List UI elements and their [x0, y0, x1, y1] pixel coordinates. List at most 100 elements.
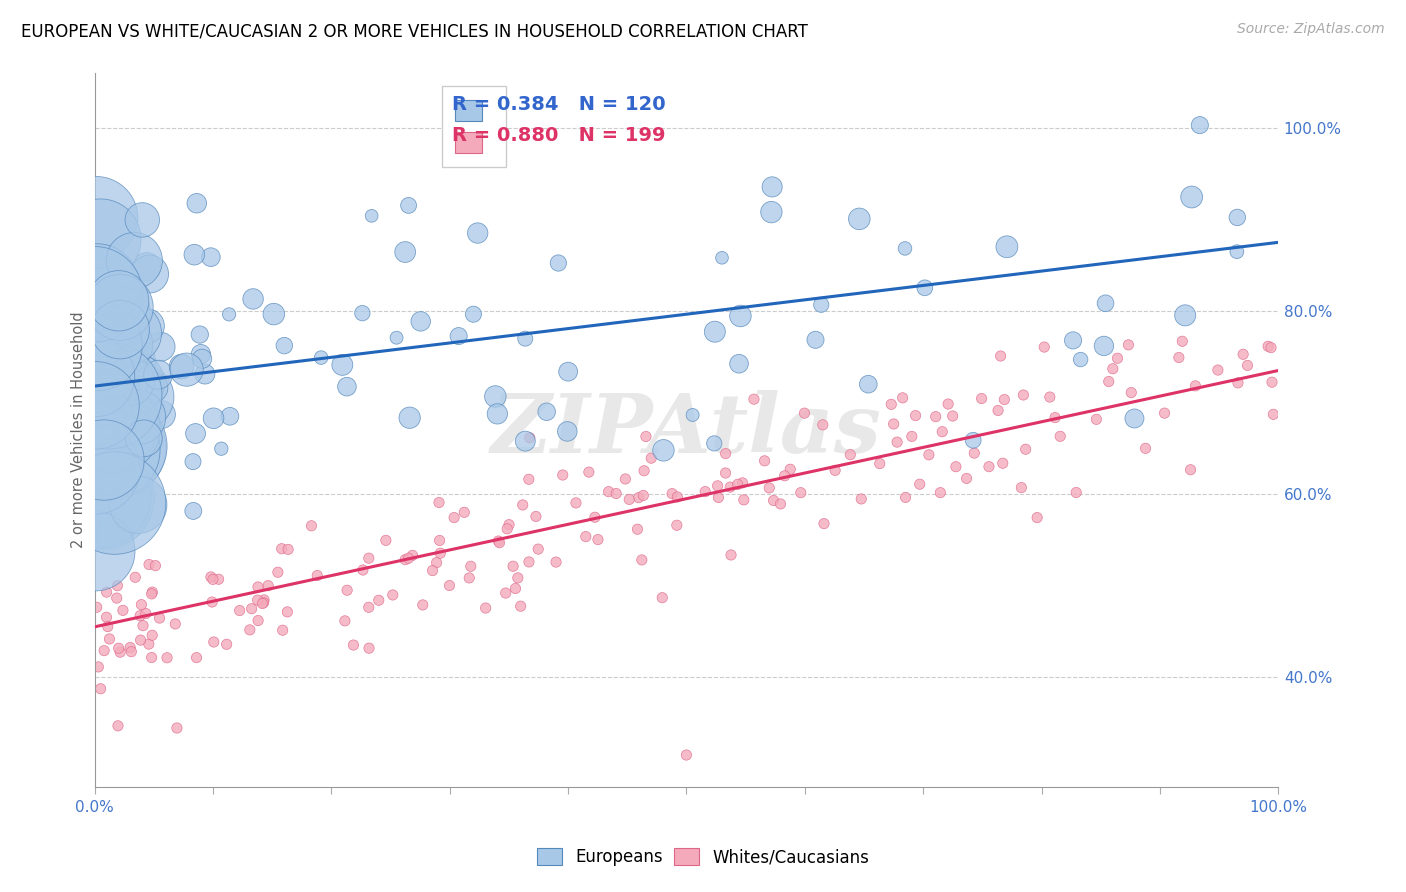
Point [176, 362, 198, 376]
Point [627, 491, 650, 505]
Point [1107, 351, 1129, 366]
Point [458, 571, 481, 585]
Point [96, 610, 118, 624]
Point [661, 486, 683, 500]
Point [107, 293, 129, 308]
Point [426, 556, 449, 570]
Point [200, 570, 222, 584]
Point [131, 598, 153, 612]
Point [93, 643, 115, 657]
Point [666, 490, 689, 504]
Point [183, 248, 205, 262]
Point [1135, 442, 1157, 456]
Point [257, 579, 280, 593]
Point [149, 340, 172, 354]
Point [97, 388, 120, 402]
Text: EUROPEAN VS WHITE/CAUCASIAN 2 OR MORE VEHICLES IN HOUSEHOLD CORRELATION CHART: EUROPEAN VS WHITE/CAUCASIAN 2 OR MORE VE… [21, 22, 808, 40]
Point [914, 281, 936, 295]
Point [929, 485, 952, 500]
Point [1153, 406, 1175, 420]
Point [474, 601, 496, 615]
Point [120, 326, 142, 340]
Point [105, 591, 128, 605]
Point [586, 533, 609, 547]
Point [707, 491, 730, 505]
Point [904, 409, 927, 423]
Point [128, 410, 150, 425]
Point [1085, 412, 1108, 426]
Point [127, 498, 149, 512]
Point [107, 439, 129, 453]
Point [188, 327, 211, 342]
Point [108, 322, 131, 336]
Point [97, 619, 120, 633]
Point [207, 572, 229, 586]
Point [761, 205, 783, 219]
Point [790, 485, 813, 500]
Point [111, 519, 134, 533]
Point [84, 359, 107, 374]
Point [793, 406, 815, 420]
Y-axis label: 2 or more Vehicles in Household: 2 or more Vehicles in Household [72, 311, 86, 549]
Point [118, 375, 141, 389]
Point [578, 465, 600, 479]
Text: R = 0.880   N = 199: R = 0.880 N = 199 [453, 126, 665, 145]
Point [98, 632, 121, 646]
Point [96, 303, 118, 318]
Point [247, 614, 270, 628]
Point [83, 414, 105, 428]
Point [201, 573, 224, 587]
Point [851, 491, 873, 506]
Point [1064, 485, 1087, 500]
Point [138, 267, 160, 281]
Point [1039, 390, 1062, 404]
Point [931, 425, 953, 439]
Point [307, 568, 329, 582]
Point [883, 417, 905, 431]
Text: R = 0.384   N = 120: R = 0.384 N = 120 [453, 95, 665, 114]
Point [524, 509, 547, 524]
Point [991, 456, 1014, 470]
Point [894, 242, 917, 256]
Point [360, 209, 382, 223]
Point [517, 555, 540, 569]
Point [1206, 363, 1229, 377]
Point [131, 213, 153, 227]
Point [848, 211, 870, 226]
Legend: , : , [441, 87, 506, 167]
Point [429, 546, 451, 560]
Point [1232, 347, 1254, 361]
Point [135, 607, 157, 621]
Point [83, 462, 105, 476]
Point [1188, 118, 1211, 132]
Point [135, 260, 157, 274]
Point [309, 351, 332, 365]
Point [215, 637, 238, 651]
Point [342, 638, 364, 652]
Point [575, 530, 598, 544]
Point [145, 558, 167, 573]
Point [519, 431, 541, 445]
Point [120, 640, 142, 655]
Point [665, 518, 688, 533]
Point [955, 471, 977, 485]
Point [239, 623, 262, 637]
Point [714, 447, 737, 461]
Point [990, 349, 1012, 363]
Point [633, 464, 655, 478]
Point [1026, 510, 1049, 524]
Legend: Europeans, Whites/Caucasians: Europeans, Whites/Caucasians [530, 841, 876, 873]
Point [754, 454, 776, 468]
Point [544, 555, 567, 569]
Point [488, 535, 510, 549]
Point [427, 495, 450, 509]
Point [730, 309, 752, 323]
Point [352, 306, 374, 320]
Point [398, 198, 420, 212]
Point [84, 544, 107, 558]
Point [813, 516, 835, 531]
Point [583, 510, 606, 524]
Point [1261, 375, 1284, 389]
Point [517, 472, 540, 486]
Point [120, 645, 142, 659]
